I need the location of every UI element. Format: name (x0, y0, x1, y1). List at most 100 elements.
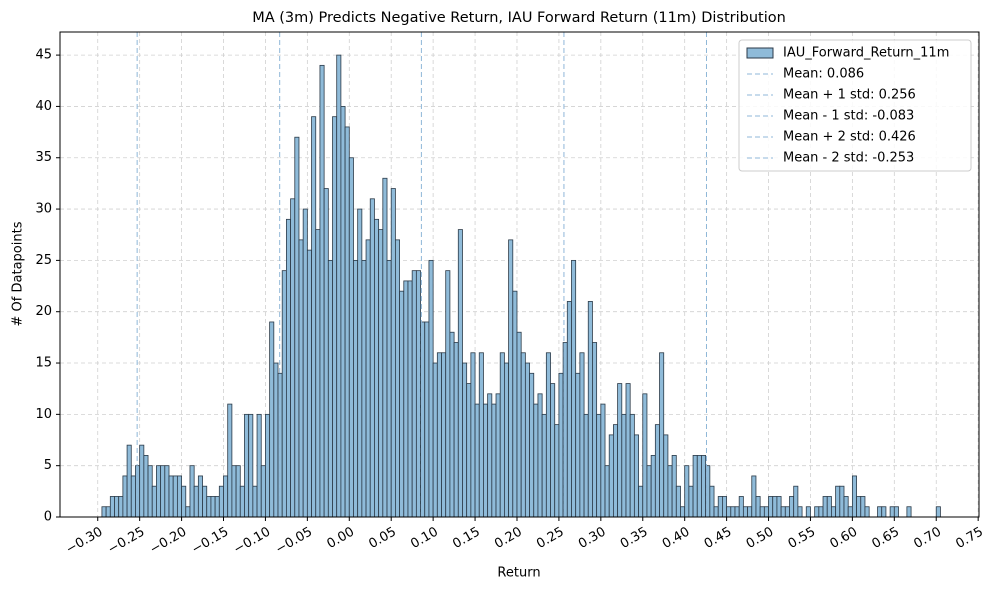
bar (524, 362, 530, 518)
bar (579, 352, 585, 518)
bar (893, 506, 899, 518)
y-tick-label: 25 (35, 253, 52, 268)
bar (747, 506, 753, 518)
bar (550, 383, 556, 518)
bar (462, 362, 468, 518)
bar (717, 496, 723, 518)
bar (206, 496, 212, 518)
bar (566, 301, 572, 518)
x-tick-label: 0.70 (911, 525, 944, 552)
legend-label: IAU_Forward_Return_11m (783, 46, 949, 61)
bar (742, 506, 748, 518)
bar (327, 259, 333, 518)
bar (659, 352, 665, 518)
bar (122, 475, 128, 518)
y-tick-label: 40 (35, 99, 52, 114)
x-tick-label: −0.20 (147, 525, 189, 558)
bar (776, 496, 782, 518)
bar (877, 506, 883, 518)
bar (587, 301, 593, 518)
legend-label: Mean + 1 std: 0.256 (783, 88, 916, 103)
y-tick-label: 0 (44, 510, 52, 525)
bar (252, 485, 258, 518)
bar (478, 352, 484, 518)
bar (357, 208, 363, 518)
bar (428, 259, 434, 518)
legend-swatch (746, 47, 774, 59)
bar (654, 424, 660, 518)
bar (411, 270, 417, 518)
bar (382, 177, 388, 518)
bar (671, 455, 677, 518)
bar (763, 506, 769, 518)
x-tick-label: 0.75 (953, 525, 986, 552)
bar (692, 455, 698, 518)
bar (101, 506, 107, 518)
bar (143, 455, 149, 518)
bar (613, 424, 619, 518)
x-tick-label: −0.10 (231, 525, 273, 558)
bar (600, 403, 606, 518)
x-tick-label: 0.05 (366, 525, 399, 552)
bar (541, 413, 547, 518)
bar (688, 485, 694, 518)
bar (189, 465, 195, 518)
bar (889, 506, 895, 518)
bar (596, 413, 602, 518)
bar (839, 485, 845, 518)
bar (235, 465, 241, 518)
bar (197, 475, 203, 518)
bar (470, 352, 476, 518)
bar (504, 362, 509, 518)
bar (533, 403, 539, 518)
bar (759, 506, 765, 518)
bar (332, 116, 338, 518)
bar (608, 434, 614, 518)
bar (474, 403, 480, 518)
bar (646, 465, 652, 518)
bar (906, 506, 912, 518)
bar (453, 342, 459, 518)
bar (256, 413, 262, 518)
bar (604, 465, 610, 518)
bar (696, 455, 702, 518)
bar (210, 496, 216, 518)
bar (512, 290, 518, 518)
bar (315, 229, 321, 518)
bar (231, 465, 237, 518)
bar (881, 506, 887, 518)
bar (403, 280, 409, 518)
bar (386, 259, 392, 518)
bar (223, 475, 229, 518)
bar (424, 321, 430, 518)
bar (445, 270, 451, 518)
bar (151, 485, 157, 518)
bar (520, 352, 526, 518)
bar (571, 259, 577, 518)
bar (621, 413, 627, 518)
x-tick-label: −0.25 (105, 525, 147, 558)
bar (491, 403, 497, 518)
bar (755, 496, 761, 518)
y-tick-label: 5 (44, 458, 52, 473)
y-tick-label: 30 (35, 202, 52, 217)
bar (684, 465, 690, 518)
bar (537, 393, 543, 518)
legend-label: Mean - 2 std: -0.253 (783, 151, 914, 166)
bar (436, 352, 442, 518)
bar (126, 444, 132, 518)
x-tick-label: 0.40 (660, 525, 693, 552)
bar (495, 393, 501, 518)
bar (751, 475, 757, 518)
bar (797, 506, 803, 518)
x-tick-label: 0.50 (744, 525, 777, 552)
bar (722, 496, 728, 518)
y-axis-label: # Of Datapoints (11, 221, 26, 326)
bar (554, 424, 560, 518)
bar (701, 455, 707, 518)
bar (248, 413, 254, 518)
legend-box (738, 39, 972, 172)
bar (583, 413, 589, 518)
bar (395, 239, 400, 518)
